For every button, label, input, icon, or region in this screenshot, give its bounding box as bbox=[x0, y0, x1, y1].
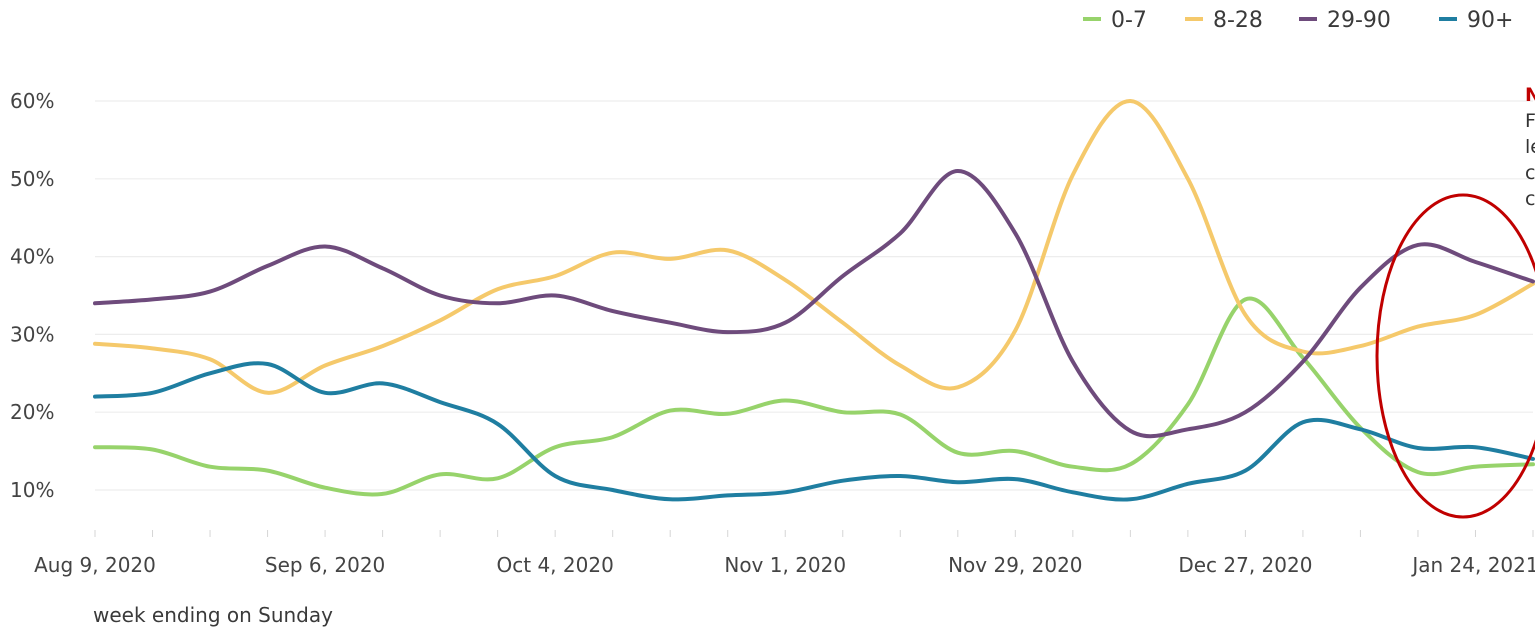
gridlines bbox=[95, 100, 1533, 491]
x-axis-tick-labels: Aug 9, 2020 Sep 6, 2020 Oct 4, 2020 Nov 1, … bbox=[34, 553, 1535, 577]
y-axis-tick-labels: 10% 20% 30% 40% 50% 60% bbox=[10, 89, 54, 502]
y-tick-label: 10% bbox=[10, 478, 54, 502]
legend-label: 90+ bbox=[1467, 8, 1513, 33]
annotation-title: N bbox=[1525, 84, 1535, 106]
annotation-line: c bbox=[1525, 162, 1535, 184]
annotation-note: N F le c c bbox=[1525, 82, 1535, 212]
highlight-circle bbox=[1375, 193, 1535, 519]
x-tick-label: Nov 29, 2020 bbox=[948, 553, 1082, 577]
y-tick-label: 50% bbox=[10, 167, 54, 191]
x-tick-label: Oct 4, 2020 bbox=[497, 553, 614, 577]
series-line-8-28 bbox=[93, 98, 1535, 395]
legend-item-90+[interactable]: 90+ bbox=[1439, 8, 1513, 33]
x-axis-ticks bbox=[94, 530, 1534, 537]
annotation-line: le bbox=[1525, 136, 1535, 158]
legend-item-8-28[interactable]: 8-28 bbox=[1185, 8, 1263, 33]
annotation-line: F bbox=[1525, 110, 1535, 132]
y-tick-label: 60% bbox=[10, 89, 54, 113]
y-tick-label: 30% bbox=[10, 322, 54, 346]
legend[interactable]: 0-7 8-28 29-90 90+ bbox=[1083, 8, 1513, 33]
x-tick-label: Nov 1, 2020 bbox=[724, 553, 846, 577]
annotation-line: c bbox=[1525, 188, 1535, 210]
legend-item-0-7[interactable]: 0-7 bbox=[1083, 8, 1147, 33]
y-tick-label: 20% bbox=[10, 400, 54, 424]
y-tick-label: 40% bbox=[10, 245, 54, 269]
series-line-90+ bbox=[93, 361, 1535, 502]
series-line-0-7 bbox=[93, 296, 1535, 497]
legend-label: 8-28 bbox=[1213, 8, 1263, 33]
series-line-29-90 bbox=[93, 169, 1535, 439]
x-tick-label: Sep 6, 2020 bbox=[265, 553, 385, 577]
legend-label: 0-7 bbox=[1111, 8, 1147, 33]
x-tick-label: Jan 24, 2021 bbox=[1410, 553, 1535, 577]
legend-label: 29-90 bbox=[1327, 8, 1391, 33]
x-tick-label: Aug 9, 2020 bbox=[34, 553, 156, 577]
x-axis-label: week ending on Sunday bbox=[93, 603, 333, 627]
legend-item-29-90[interactable]: 29-90 bbox=[1299, 8, 1391, 33]
x-tick-label: Dec 27, 2020 bbox=[1178, 553, 1312, 577]
series-lines bbox=[93, 98, 1535, 502]
